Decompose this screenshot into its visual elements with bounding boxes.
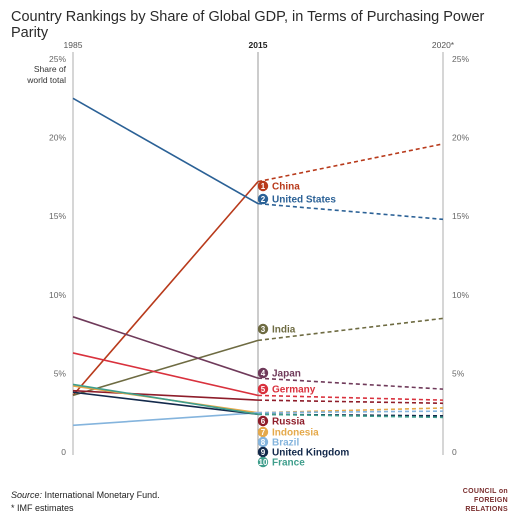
series-estimate-line-china — [257, 143, 444, 183]
x-tick-label: 2020* — [432, 40, 455, 50]
series-estimate-line-germany — [257, 394, 444, 401]
series-estimate-line-india — [257, 317, 444, 342]
series-estimate-line-france — [257, 413, 444, 419]
rank-number: 5 — [261, 385, 266, 394]
y-axis-label: world total — [26, 75, 66, 85]
country-label: Germany — [272, 385, 316, 396]
country-label: United States — [272, 195, 336, 206]
country-label: France — [272, 458, 305, 469]
y-tick-label-left: 25% — [49, 54, 66, 64]
logo-line-2: FOREIGN — [474, 497, 508, 504]
y-tick-label-left: 0 — [61, 447, 66, 457]
y-tick-label-right: 15% — [452, 211, 469, 221]
country-label: Brazil — [272, 438, 299, 449]
country-label: Russia — [272, 417, 305, 428]
rank-number: 6 — [261, 417, 266, 426]
footnote: * IMF estimates — [11, 503, 74, 513]
rank-number: 4 — [261, 369, 266, 378]
series-line-united-kingdom — [72, 391, 259, 416]
rank-badge — [257, 323, 269, 335]
country-label: India — [272, 325, 296, 336]
country-label: Indonesia — [272, 428, 319, 439]
y-tick-label-right: 10% — [452, 290, 469, 300]
y-axis-label: Share of — [34, 64, 67, 74]
rank-number: 3 — [261, 325, 266, 334]
rank-number: 9 — [261, 448, 266, 457]
country-label: Japan — [272, 369, 301, 380]
y-tick-label-right: 20% — [452, 133, 469, 143]
source-label: Source: — [11, 490, 43, 500]
rank-number: 2 — [261, 195, 266, 204]
rank-badge — [257, 456, 269, 468]
cfr-logo: COUNCIL on FOREIGN RELATIONS — [454, 487, 508, 514]
rank-number: 8 — [261, 438, 266, 447]
y-tick-label-left: 5% — [54, 368, 67, 378]
y-tick-label-right: 5% — [452, 368, 465, 378]
series-line-brazil — [72, 411, 259, 427]
rank-number: 1 — [261, 182, 266, 191]
logo-line-1: COUNCIL on — [462, 488, 508, 495]
rank-badge — [257, 193, 269, 205]
rank-badge — [257, 415, 269, 427]
rank-number: 7 — [261, 428, 266, 437]
y-tick-label-left: 20% — [49, 133, 66, 143]
rank-number: 10 — [259, 458, 268, 467]
y-tick-label-left: 15% — [49, 211, 66, 221]
series-estimate-line-russia — [257, 399, 444, 405]
series-estimate-line-japan — [257, 377, 444, 390]
chart-plot: 1985 2015 2020*0 05% 5%10% 10%15% 15%20% 20%25%… — [26, 40, 469, 469]
y-tick-label-right: 0 — [452, 447, 457, 457]
rank-badge — [257, 436, 269, 448]
y-tick-label-right: 25% — [452, 54, 469, 64]
x-tick-label: 2015 — [249, 40, 268, 50]
series-line-united-states — [72, 97, 259, 205]
series-estimate-line-united-states — [257, 202, 444, 221]
rank-badge — [257, 180, 269, 192]
series-line-japan — [72, 316, 259, 379]
country-label: China — [272, 182, 300, 193]
country-label: United Kingdom — [272, 448, 349, 459]
series-estimate-line-brazil — [257, 410, 444, 414]
source-text: International Monetary Fund. — [44, 490, 160, 500]
logo-line-3: RELATIONS — [465, 506, 508, 513]
rank-badge — [257, 446, 269, 458]
chart-title: Country Rankings by Share of Global GDP,… — [11, 9, 485, 41]
rank-badge — [257, 426, 269, 438]
series-line-russia — [72, 389, 259, 401]
series-line-france — [72, 383, 259, 416]
series-line-india — [72, 339, 259, 397]
y-tick-label-left: 10% — [49, 290, 66, 300]
x-tick-label: 1985 — [64, 40, 83, 50]
rank-badge — [257, 367, 269, 379]
rank-badge — [257, 383, 269, 395]
series-line-germany — [72, 352, 259, 397]
series-line-china — [72, 181, 259, 396]
source-note: Source: International Monetary Fund. * I… — [11, 489, 160, 515]
